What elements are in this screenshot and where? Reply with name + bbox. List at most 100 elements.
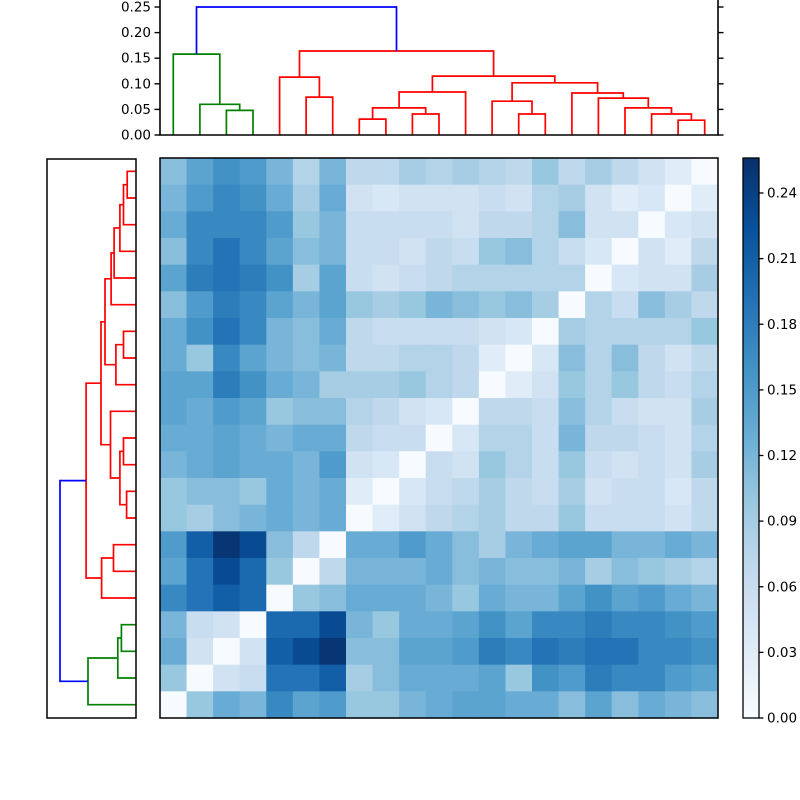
heatmap-cell bbox=[585, 264, 613, 292]
dendrogram-link bbox=[511, 81, 599, 102]
heatmap-cell bbox=[372, 371, 400, 399]
heatmap-cell bbox=[585, 584, 613, 612]
heatmap-cell bbox=[638, 211, 666, 239]
heatmap-cell bbox=[399, 318, 427, 346]
heatmap-cell bbox=[292, 611, 321, 639]
heatmap-cell bbox=[558, 638, 586, 666]
dendrogram-link bbox=[305, 96, 334, 135]
colorbar-tick-label: 0.03 bbox=[767, 645, 797, 661]
heatmap-cell bbox=[213, 184, 241, 212]
heatmap-cell bbox=[558, 158, 586, 186]
heatmap-cell bbox=[691, 318, 719, 346]
heatmap-cell bbox=[638, 318, 666, 346]
heatmap-cell bbox=[505, 558, 533, 586]
heatmap-cell bbox=[558, 264, 586, 292]
heatmap-cell bbox=[611, 531, 639, 559]
heatmap-cell bbox=[452, 184, 480, 212]
heatmap-cell bbox=[372, 558, 400, 586]
heatmap-cell bbox=[638, 478, 666, 506]
heatmap-cell bbox=[452, 264, 480, 292]
heatmap-cell bbox=[478, 664, 507, 692]
heatmap-cell bbox=[611, 184, 639, 212]
heatmap-cell bbox=[585, 158, 613, 186]
heatmap-cell bbox=[638, 664, 666, 692]
heatmap-cell bbox=[505, 504, 533, 532]
heatmap-cell bbox=[691, 424, 719, 452]
heatmap-cell bbox=[346, 344, 374, 372]
heatmap-cell bbox=[452, 638, 480, 666]
heatmap-cell bbox=[425, 238, 453, 266]
heatmap-cell bbox=[292, 184, 321, 212]
heatmap-cell bbox=[319, 398, 347, 426]
dendrogram-link bbox=[100, 557, 136, 599]
heatmap-cell bbox=[399, 291, 427, 319]
heatmap-cell bbox=[266, 371, 294, 399]
heatmap-cell bbox=[372, 504, 400, 532]
heatmap-cell bbox=[558, 531, 586, 559]
heatmap-cell bbox=[213, 584, 241, 612]
heatmap-cell bbox=[266, 584, 294, 612]
heatmap-cell bbox=[186, 291, 214, 319]
heatmap-cell bbox=[160, 371, 188, 399]
heatmap-cell bbox=[532, 504, 560, 532]
dendrogram-link bbox=[358, 118, 387, 135]
heatmap-cell bbox=[346, 158, 374, 186]
heatmap-cell bbox=[478, 398, 507, 426]
heatmap-cell bbox=[266, 238, 294, 266]
heatmap-cell bbox=[266, 184, 294, 212]
heatmap-cell bbox=[691, 558, 719, 586]
heatmap-cell bbox=[186, 558, 214, 586]
heatmap-cell bbox=[638, 184, 666, 212]
heatmap-cell bbox=[532, 424, 560, 452]
heatmap-cell bbox=[638, 291, 666, 319]
heatmap-cell bbox=[478, 451, 507, 479]
heatmap-cell bbox=[638, 558, 666, 586]
heatmap-cell bbox=[452, 238, 480, 266]
heatmap-cell bbox=[664, 691, 693, 719]
dendrogram-link bbox=[597, 97, 650, 135]
dendrogram-link bbox=[411, 113, 440, 135]
dendrogram-link bbox=[491, 100, 533, 135]
colorbar-tick-label: 0.21 bbox=[767, 251, 797, 267]
heatmap-cell bbox=[425, 344, 453, 372]
heatmap-cell bbox=[452, 318, 480, 346]
heatmap-cell bbox=[638, 451, 666, 479]
heatmap-cell bbox=[558, 478, 586, 506]
axis-tick-label: 0.05 bbox=[121, 102, 151, 118]
heatmap-cell bbox=[691, 638, 719, 666]
heatmap-cell bbox=[558, 504, 586, 532]
heatmap-cell bbox=[292, 291, 321, 319]
heatmap-cell bbox=[691, 611, 719, 639]
heatmap-cell bbox=[691, 344, 719, 372]
colorbar-tick-label: 0.12 bbox=[767, 448, 797, 464]
heatmap-cell bbox=[505, 158, 533, 186]
heatmap-cell bbox=[319, 184, 347, 212]
heatmap-cell bbox=[691, 504, 719, 532]
dendrogram-link bbox=[677, 119, 706, 135]
heatmap-cell bbox=[239, 211, 267, 239]
heatmap-cell bbox=[478, 531, 507, 559]
heatmap-cell bbox=[213, 291, 241, 319]
heatmap-cell bbox=[425, 264, 453, 292]
heatmap-cell bbox=[664, 531, 693, 559]
heatmap-cell bbox=[372, 344, 400, 372]
heatmap-cell bbox=[691, 211, 719, 239]
heatmap-cell bbox=[160, 451, 188, 479]
heatmap-cell bbox=[346, 558, 374, 586]
heatmap-cell bbox=[532, 371, 560, 399]
heatmap-cell bbox=[399, 478, 427, 506]
heatmap-cell bbox=[372, 611, 400, 639]
heatmap-cell bbox=[611, 691, 639, 719]
heatmap-cell bbox=[664, 238, 693, 266]
heatmap-cell bbox=[532, 558, 560, 586]
heatmap-cell bbox=[585, 211, 613, 239]
heatmap-cell bbox=[346, 451, 374, 479]
heatmap-cell bbox=[186, 318, 214, 346]
heatmap-cell bbox=[611, 664, 639, 692]
heatmap-cell bbox=[532, 398, 560, 426]
heatmap-cell bbox=[213, 478, 241, 506]
heatmap-cell bbox=[399, 611, 427, 639]
dendrogram-link bbox=[122, 437, 136, 466]
heatmap-cell bbox=[638, 638, 666, 666]
heatmap-cell bbox=[399, 664, 427, 692]
